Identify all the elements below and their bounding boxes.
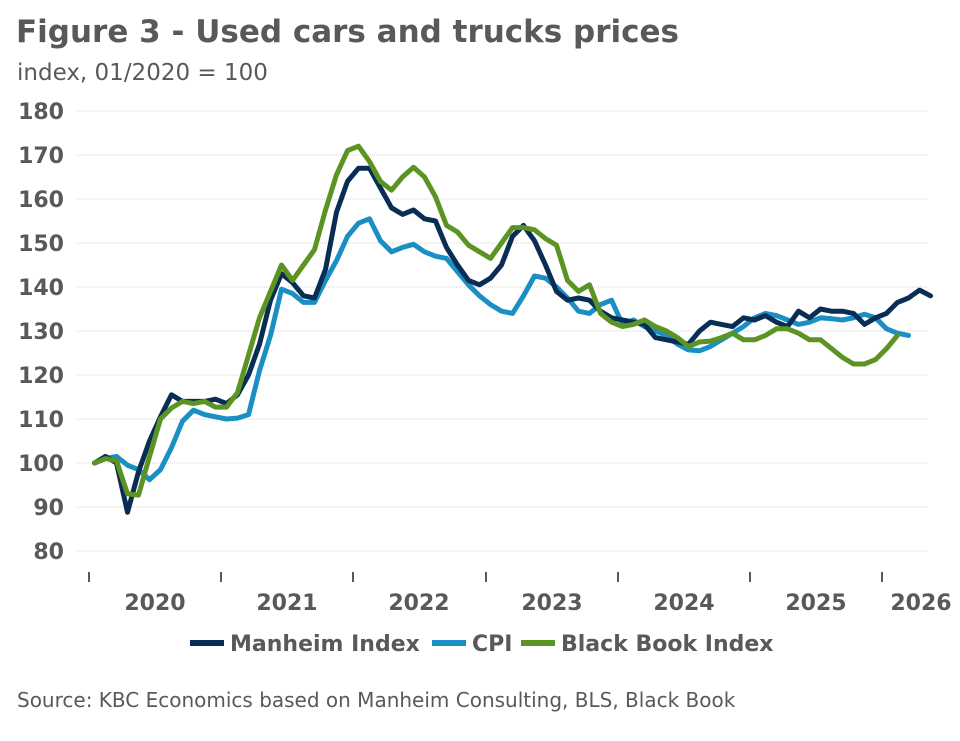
series-line-black-book-index — [92, 143, 900, 498]
chart-title: Figure 3 - Used cars and trucks prices — [16, 14, 679, 50]
legend: Manheim Index CPI Black Book Index — [190, 632, 773, 657]
y-tick-label: 140 — [18, 276, 64, 301]
gridlines — [76, 110, 928, 552]
y-tick-label: 90 — [33, 496, 64, 521]
source-note: Source: KBC Economics based on Manheim C… — [17, 688, 736, 712]
y-tick-label: 160 — [18, 188, 64, 213]
legend-label-black-book-index: Black Book Index — [561, 632, 773, 657]
y-tick-label: 110 — [18, 408, 64, 433]
y-axis-ticks: 80 90 100 110 120 130 140 150 160 170 180 — [18, 100, 64, 565]
y-tick-label: 120 — [18, 364, 64, 389]
series-line-cpi — [92, 216, 911, 483]
x-axis: 2020 2021 2022 2023 2024 2025 2026 — [76, 571, 952, 616]
series-lines — [92, 143, 933, 515]
x-tick-label-2022: 2022 — [388, 591, 449, 616]
y-tick-label: 180 — [18, 100, 64, 125]
x-tick-label-2023: 2023 — [521, 591, 582, 616]
y-tick-label: 170 — [18, 144, 64, 169]
x-tick-label-2021: 2021 — [256, 591, 317, 616]
legend-label-cpi: CPI — [472, 632, 512, 657]
y-tick-label: 100 — [18, 452, 64, 477]
x-tick-label-2020: 2020 — [124, 591, 185, 616]
y-tick-label: 80 — [33, 540, 64, 565]
legend-label-manheim-index: Manheim Index — [230, 632, 420, 657]
x-tick-label-2025: 2025 — [785, 591, 846, 616]
y-tick-label: 130 — [18, 320, 64, 345]
x-tick-label-2024: 2024 — [653, 591, 714, 616]
chart-subtitle: index, 01/2020 = 100 — [17, 60, 268, 86]
x-tick-label-2026: 2026 — [890, 591, 951, 616]
y-tick-label: 150 — [18, 232, 64, 257]
series-line-manheim-index — [92, 165, 933, 515]
